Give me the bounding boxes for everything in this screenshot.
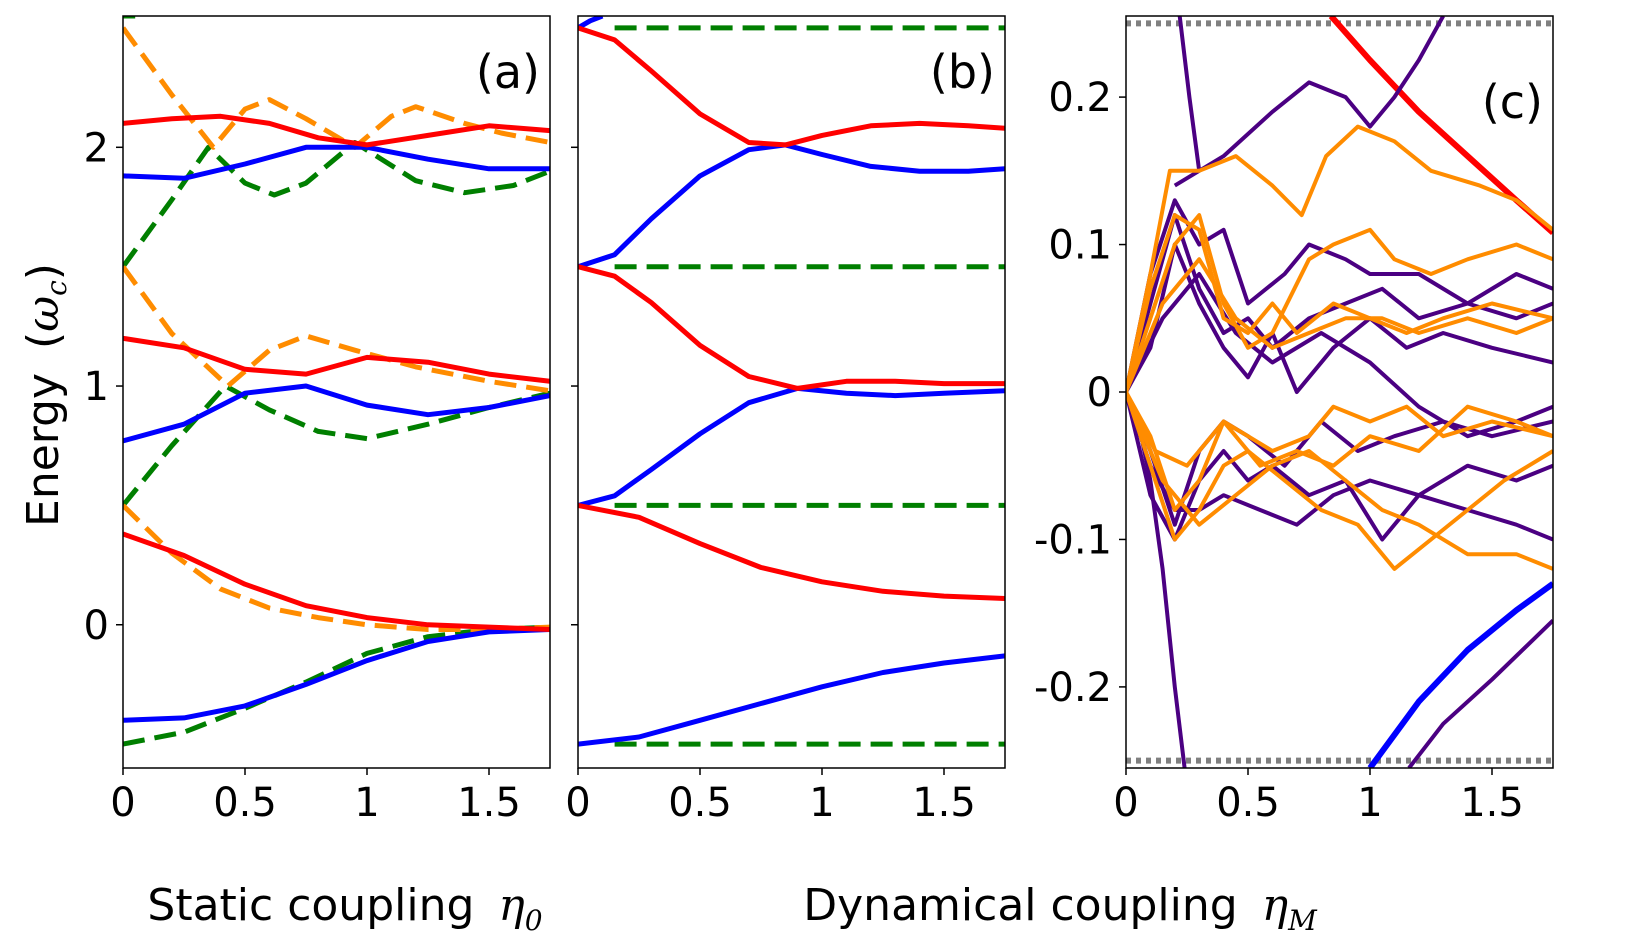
series-red-solid-mid (123, 335, 550, 384)
series-blue-solid-high (123, 144, 550, 181)
series-orange-8 (1126, 391, 1553, 571)
series-orange-2 (1126, 213, 1553, 393)
y-tick-label-a: 0 (84, 603, 109, 649)
series-group-c (1126, 16, 1553, 768)
series-purple-7 (1126, 272, 1553, 439)
y-tick-label-a: 1 (84, 364, 109, 410)
series-red-solid-low (578, 502, 1005, 601)
series-green-dashed-low (123, 624, 550, 747)
series-orange-5 (1126, 391, 1553, 571)
x-tick-label-a: 0.5 (213, 780, 277, 826)
series-group-a (123, 16, 550, 747)
x-tick-label-c: 1 (1357, 780, 1382, 826)
series-blue-solid-low (123, 627, 550, 723)
series-blue-solid-mid (578, 385, 1005, 508)
series-red-solid-high (578, 25, 1005, 148)
series-purple-1 (1126, 198, 1553, 393)
series-blue-solid-lower (1367, 581, 1553, 768)
x-tick-label-b: 0 (565, 780, 590, 826)
x-axis-label-left-symbol: η (498, 880, 524, 931)
x-axis-label-left-text: Static coupling (147, 880, 474, 931)
panel-tag-c: (c) (1482, 75, 1543, 129)
y-axis-label-text: Energy (18, 373, 69, 527)
x-axis-label-right-text: Dynamical coupling (803, 880, 1237, 931)
series-orange-dashed-high (123, 26, 550, 150)
y-tick-label-c: -0.1 (1034, 517, 1112, 563)
series-red-solid-mid (578, 264, 1005, 391)
x-axis-label-right-sub: M (1287, 904, 1318, 937)
series-red-solid-high (123, 113, 550, 148)
x-tick-label-b: 1.5 (912, 780, 976, 826)
x-axis-label-left: Static coupling η0 (147, 880, 542, 937)
y-axis-label-symbol: ω (18, 296, 69, 332)
series-blue-solid-top (578, 16, 604, 31)
x-axis-label-right-symbol: η (1262, 880, 1288, 931)
x-tick-label-a: 0 (110, 780, 135, 826)
series-orange-4 (1126, 391, 1553, 512)
y-tick-label-c: 0 (1087, 370, 1112, 416)
series-purple-5 (1126, 391, 1553, 542)
series-orange-dashed-low (123, 503, 550, 632)
series-orange-1 (1126, 124, 1553, 393)
y-tick-label-c: -0.2 (1034, 665, 1112, 711)
x-tick-label-b: 0.5 (668, 780, 732, 826)
x-tick-label-a: 1.5 (457, 780, 521, 826)
series-purple-rising-top (1173, 16, 1445, 188)
series-red-solid-low (123, 531, 550, 632)
y-tick-label-c: 0.2 (1048, 75, 1112, 121)
series-blue-solid-low (578, 653, 1005, 747)
series-group-b (578, 16, 1005, 747)
y-axis-label: Energy (ωc) (18, 263, 73, 527)
y-axis-label-close: ) (18, 263, 69, 280)
series-orange-3 (1126, 213, 1553, 393)
y-tick-label-c: 0.1 (1048, 223, 1112, 269)
axes-frame-a (122, 15, 551, 769)
series-blue-solid-mid (123, 383, 550, 444)
y-tick-label-a: 2 (84, 125, 109, 171)
series-green-dashed-mid (123, 383, 550, 507)
x-axis-label-right: Dynamical coupling ηM (803, 880, 1318, 937)
panel-c: 0 0.5 1 1.5 -0.2 -0.1 0 0.1 0.2 (c) (1034, 15, 1554, 826)
panel-a: 0 0.5 1 1.5 0 1 2 (a) (84, 15, 551, 826)
x-tick-label-c: 0 (1113, 780, 1138, 826)
series-green-dashed-high (123, 140, 550, 269)
panel-tag-a: (a) (476, 45, 540, 99)
x-tick-label-c: 1.5 (1460, 780, 1524, 826)
series-purple-lower-right (1407, 619, 1553, 768)
series-purple-steep-up (1177, 16, 1202, 172)
panel-b: 0 0.5 1 1.5 (b) (565, 15, 1006, 826)
series-blue-solid-high (578, 142, 1005, 270)
series-purple-3 (1126, 242, 1553, 394)
series-purple-2 (1126, 213, 1553, 393)
x-axis-label-left-sub: 0 (525, 904, 543, 937)
x-tick-label-b: 1 (809, 780, 834, 826)
series-orange-7 (1126, 257, 1553, 393)
axes-frame-b (577, 15, 1006, 769)
y-axis-label-open: ( (18, 332, 69, 349)
y-axis-label-sub: c (40, 280, 73, 296)
x-tick-label-c: 0.5 (1216, 780, 1280, 826)
x-tick-label-a: 1 (354, 780, 379, 826)
panel-tag-b: (b) (930, 45, 995, 99)
